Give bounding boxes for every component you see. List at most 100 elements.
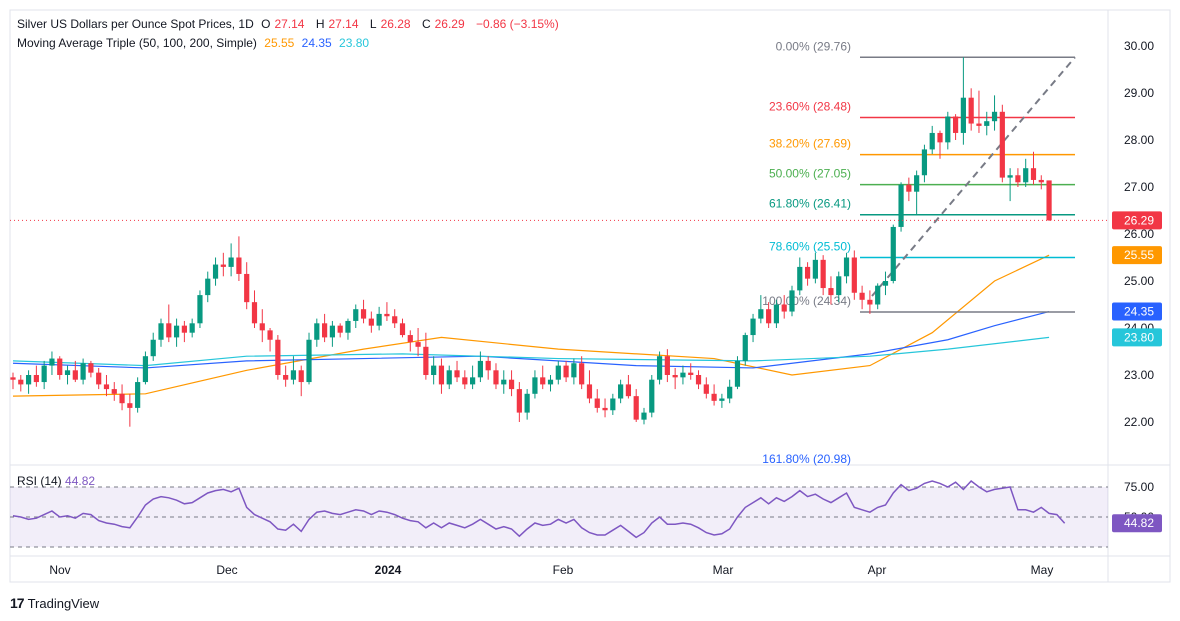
time-tick-label: Nov: [49, 563, 70, 577]
candle-body: [283, 375, 289, 380]
time-tick-label: May: [1031, 563, 1054, 577]
candle-body: [407, 335, 413, 343]
time-tick-label: Dec: [216, 563, 237, 577]
candle-body: [205, 278, 211, 296]
ma50-badge: 25.55: [1124, 248, 1154, 262]
candle-body: [882, 281, 889, 286]
candle-body: [368, 318, 374, 326]
candle-body: [41, 365, 47, 383]
candle-body: [322, 323, 328, 338]
candle-body: [875, 285, 881, 305]
candle-body: [1007, 175, 1013, 178]
candle-body: [921, 149, 928, 176]
candle-body: [376, 313, 382, 326]
candle-body: [804, 266, 811, 279]
fib-level-label: 23.60% (28.48): [769, 99, 851, 113]
candle-body: [150, 339, 156, 357]
candle-body: [431, 365, 437, 375]
candle-body: [797, 266, 803, 291]
candle-body: [843, 257, 850, 277]
candle-body: [173, 325, 180, 338]
candle-body: [329, 325, 335, 338]
candle-body: [119, 393, 125, 404]
candle-body: [999, 111, 1005, 178]
candle-body: [758, 309, 764, 319]
fib-level-label: 38.20% (27.69): [769, 137, 851, 151]
candle-body: [976, 123, 982, 126]
candle-body: [337, 325, 343, 333]
candle-body: [423, 346, 429, 375]
candle-body: [80, 363, 86, 380]
candle-body: [641, 412, 647, 420]
candle-body: [493, 370, 499, 385]
candle-body: [64, 370, 71, 375]
candle-body: [633, 396, 639, 420]
candle-body: [734, 360, 741, 387]
price-tick-label: 30.00: [1124, 39, 1154, 53]
ma-label: Moving Average Triple (50, 100, 200, Sim…: [17, 36, 257, 50]
candle-body: [477, 360, 483, 378]
price-tick-label: 25.00: [1124, 274, 1154, 288]
candle-body: [851, 257, 857, 293]
candle-body: [166, 323, 172, 338]
tradingview-logo-icon: 17: [10, 595, 25, 611]
price-tick-label: 29.00: [1124, 86, 1154, 100]
candle-body: [929, 132, 935, 150]
candle-body: [485, 360, 491, 371]
ma-legend: Moving Average Triple (50, 100, 200, Sim…: [17, 36, 373, 50]
candle-body: [314, 323, 320, 340]
candle-body: [181, 325, 187, 333]
fib-level-label: 0.00% (29.76): [776, 39, 851, 53]
ma100-badge-bg: [1112, 302, 1162, 321]
candle-body: [773, 304, 780, 324]
candle-body: [890, 226, 896, 281]
ma50-value: 25.55: [264, 36, 295, 50]
low-value: 26.28: [380, 17, 411, 31]
candle-body: [384, 313, 390, 317]
candle-body: [571, 363, 577, 378]
legend-title: Silver US Dollars per Ounce Spot Prices,…: [17, 17, 254, 31]
last-price-badge: 26.29: [1124, 213, 1154, 227]
candle-body: [952, 116, 959, 133]
change-value: −0.86 (−3.15%): [475, 17, 559, 31]
candle-body: [306, 339, 312, 383]
candle-body: [960, 97, 966, 133]
candle-body: [220, 264, 226, 267]
candle-body: [836, 276, 842, 296]
candle-body: [236, 257, 242, 274]
candle-body: [1015, 175, 1021, 183]
candle-body: [594, 398, 600, 408]
high-label: H: [315, 17, 325, 31]
candle-body: [508, 379, 515, 390]
candle-body: [399, 323, 406, 336]
candle-body: [158, 323, 164, 340]
ma100-line: [12, 310, 1050, 369]
rsi-legend: RSI (14) 44.82: [17, 474, 95, 488]
candle-body: [57, 358, 63, 375]
candle-body: [392, 316, 398, 324]
candle-body: [719, 398, 725, 401]
candle-body: [680, 372, 686, 378]
candle-body: [462, 377, 468, 385]
price-tick-label: 26.00: [1124, 227, 1154, 241]
candle-body: [251, 302, 258, 324]
price-tick-label: 28.00: [1124, 133, 1154, 147]
rsi-level-label: 75.00: [1124, 480, 1154, 494]
tradingview-footer[interactable]: 17 TradingView: [10, 595, 99, 611]
candle-body: [1046, 180, 1052, 221]
candle-body: [540, 377, 546, 385]
price-tick-label: 27.00: [1124, 180, 1154, 194]
candle-body: [555, 365, 561, 380]
fib-level-label: 61.80% (26.41): [769, 197, 851, 211]
candle-body: [991, 111, 998, 122]
candle-body: [547, 379, 554, 385]
time-tick-label: Mar: [713, 563, 734, 577]
candle-body: [984, 121, 990, 126]
candle-body: [18, 379, 24, 385]
rsi-badge-bg: [1112, 514, 1162, 533]
candle-body: [937, 132, 943, 143]
candle-body: [197, 295, 203, 324]
time-tick-label: Feb: [553, 563, 574, 577]
candle-body: [290, 370, 297, 380]
